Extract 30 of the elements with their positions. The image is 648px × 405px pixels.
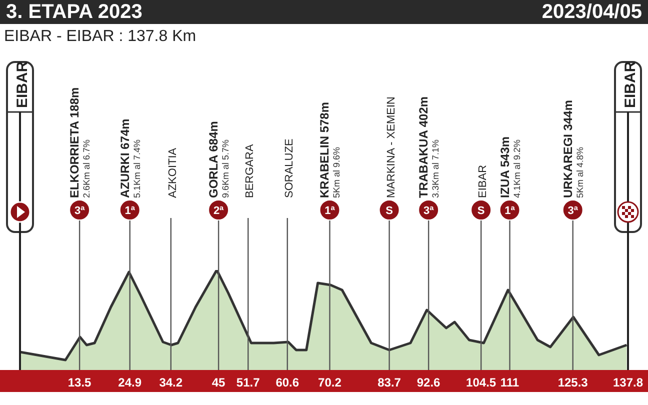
ref-line-label: ELKORRIETA 188m 2.6Km al 6.7% 3ª bbox=[68, 87, 92, 217]
ref-line-label: AZKOITIA bbox=[166, 147, 179, 198]
x-tick-label: 51.7 bbox=[236, 376, 260, 390]
ref-line-label: BERGARA bbox=[244, 144, 256, 198]
x-tick-label: 111 bbox=[500, 376, 520, 390]
ref-line-label: MARKINA - XEMEIN S bbox=[385, 96, 398, 217]
x-tick-label: 60.6 bbox=[276, 376, 300, 390]
ref-line-label: AZURKI 674m 5.1Km al 7.4% 1ª bbox=[118, 118, 142, 217]
x-tick-label: 125.3 bbox=[558, 376, 588, 390]
chart-title: 3. ETAPA 2023 bbox=[6, 0, 142, 24]
ref-line-label: GORLA 684m 9.6Km al 5.7% 2ª bbox=[206, 121, 231, 217]
ref-line-label: URKAREGI 344m 5Km al 4.8% 3ª bbox=[560, 100, 585, 217]
x-tick-label: 137.8 bbox=[612, 376, 644, 390]
ref-line-label: EIBAR S bbox=[477, 164, 490, 217]
x-tick-label: 13.5 bbox=[68, 376, 92, 390]
ref-line-label: TRABAKUA 402m 3.3Km al 7.1% 3ª bbox=[416, 96, 441, 217]
x-tick-label: 45 bbox=[212, 376, 226, 390]
text: 2023/04/05 bbox=[542, 0, 642, 24]
ref-line-label: KRABELIN 578m 5Km al 9.6% 1ª bbox=[318, 102, 342, 217]
x-tick-label: 70.2 bbox=[318, 376, 342, 390]
ref-line-label: IZUA 543m 4.1Km al 9.2% 1ª bbox=[498, 136, 522, 217]
x-tick-label: 104.5 bbox=[466, 376, 496, 390]
chart-subtitle: EIBAR - EIBAR : 137.8 Km bbox=[4, 28, 196, 45]
x-tick-label: 24.9 bbox=[118, 376, 142, 390]
x-tick-label: 92.6 bbox=[416, 376, 441, 390]
x-tick-label: 34.2 bbox=[159, 376, 183, 390]
x-tick-label: 83.7 bbox=[378, 376, 402, 390]
ref-line-label: SORALUZE bbox=[283, 138, 296, 198]
ref-line-label: EIBAR bbox=[622, 61, 639, 108]
ref-line-label: EIBAR bbox=[14, 61, 31, 108]
